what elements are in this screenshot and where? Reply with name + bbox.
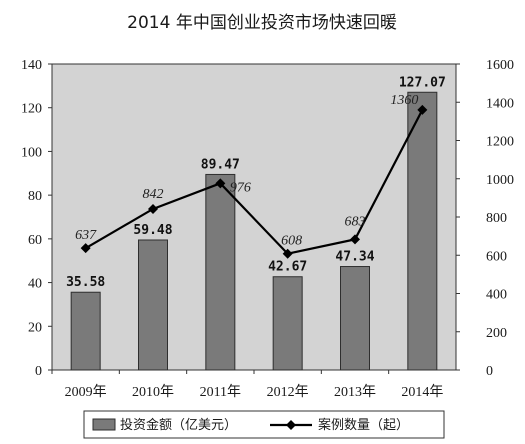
right-tick-label: 1000 xyxy=(486,173,514,188)
bar xyxy=(205,173,236,371)
left-tick-label: 20 xyxy=(28,320,42,335)
line-value-label: 842 xyxy=(143,187,164,202)
line-series xyxy=(85,109,424,255)
x-tick-label: 2010年 xyxy=(132,384,174,400)
line-value-label: 608 xyxy=(281,234,302,249)
left-tick-label: 140 xyxy=(21,58,42,73)
line-value-label: 683 xyxy=(345,214,366,229)
right-tick-label: 200 xyxy=(486,326,507,341)
left-tick-label: 80 xyxy=(28,189,42,204)
right-tick-label: 600 xyxy=(486,249,507,264)
chart-title: 2014 年中国创业投资市场快速回暖 xyxy=(127,13,397,33)
bar-value-label: 59.48 xyxy=(133,223,172,238)
x-tick-label: 2013年 xyxy=(334,384,376,400)
bar-value-label: 127.07 xyxy=(399,75,446,90)
bar xyxy=(340,266,370,371)
bar-value-label: 42.67 xyxy=(268,260,307,275)
bar xyxy=(407,91,438,371)
line-point xyxy=(417,104,428,115)
right-tick-label: 1400 xyxy=(486,96,514,111)
legend-line-marker xyxy=(286,420,296,430)
legend: 投资金额（亿美元） 案例数量（起） xyxy=(83,410,445,439)
legend-bar-label: 投资金额（亿美元） xyxy=(120,417,237,433)
bar xyxy=(70,291,101,371)
right-tick-label: 1600 xyxy=(486,58,514,73)
bar xyxy=(138,239,168,371)
right-tick-label: 800 xyxy=(486,211,507,226)
x-tick-label: 2011年 xyxy=(200,384,241,400)
line-value-label: 976 xyxy=(230,180,251,195)
line-point xyxy=(282,248,293,259)
x-tick-label: 2009年 xyxy=(65,384,107,400)
line-value-label: 1360 xyxy=(390,93,418,108)
x-tick-label: 2012年 xyxy=(267,384,309,400)
legend-line-label: 案例数量（起） xyxy=(318,418,409,433)
line-point xyxy=(350,234,360,245)
x-tick-label: 2014年 xyxy=(401,384,443,400)
bar-value-label: 47.34 xyxy=(335,250,374,265)
bar-value-label: 89.47 xyxy=(201,157,240,172)
left-tick-label: 40 xyxy=(28,277,42,292)
right-tick-label: 1200 xyxy=(486,135,514,150)
line-point xyxy=(215,178,226,189)
legend-bar-swatch xyxy=(92,418,116,431)
left-tick-label: 60 xyxy=(28,233,42,248)
bar-value-label: 35.58 xyxy=(66,275,105,290)
line-point xyxy=(80,243,91,254)
legend-box xyxy=(83,410,445,439)
right-tick-label: 0 xyxy=(486,364,493,379)
left-tick-label: 0 xyxy=(35,364,42,379)
bar xyxy=(272,276,303,371)
line-value-label: 637 xyxy=(75,228,97,243)
line-point xyxy=(148,203,158,214)
left-tick-label: 120 xyxy=(21,102,42,117)
right-tick-label: 400 xyxy=(486,288,507,303)
left-tick-label: 100 xyxy=(21,145,42,160)
